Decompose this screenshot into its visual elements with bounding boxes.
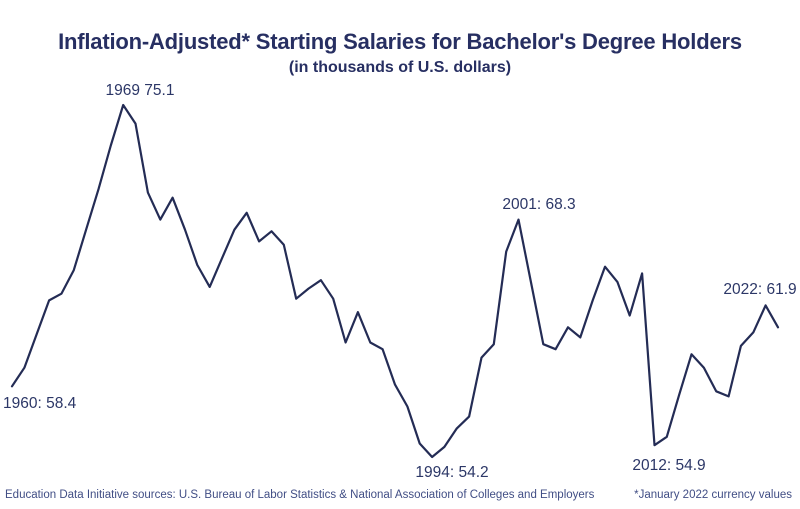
annotation-2001: 2001: 68.3 — [502, 196, 576, 213]
annotation-1969: 1969 75.1 — [105, 82, 175, 99]
annotation-2022: 2022: 61.9 — [723, 281, 797, 298]
annotation-1994: 1994: 54.2 — [415, 464, 489, 481]
footer-note: *January 2022 currency values — [634, 489, 792, 501]
annotation-2012: 2012: 54.9 — [632, 457, 706, 474]
chart-title: Inflation-Adjusted* Starting Salaries fo… — [58, 29, 742, 54]
annotation-1960: 1960: 58.4 — [3, 395, 77, 412]
footer-source: Education Data Initiative sources: U.S. … — [5, 489, 595, 501]
chart-subtitle: (in thousands of U.S. dollars) — [288, 59, 512, 76]
line-series — [10, 103, 780, 459]
